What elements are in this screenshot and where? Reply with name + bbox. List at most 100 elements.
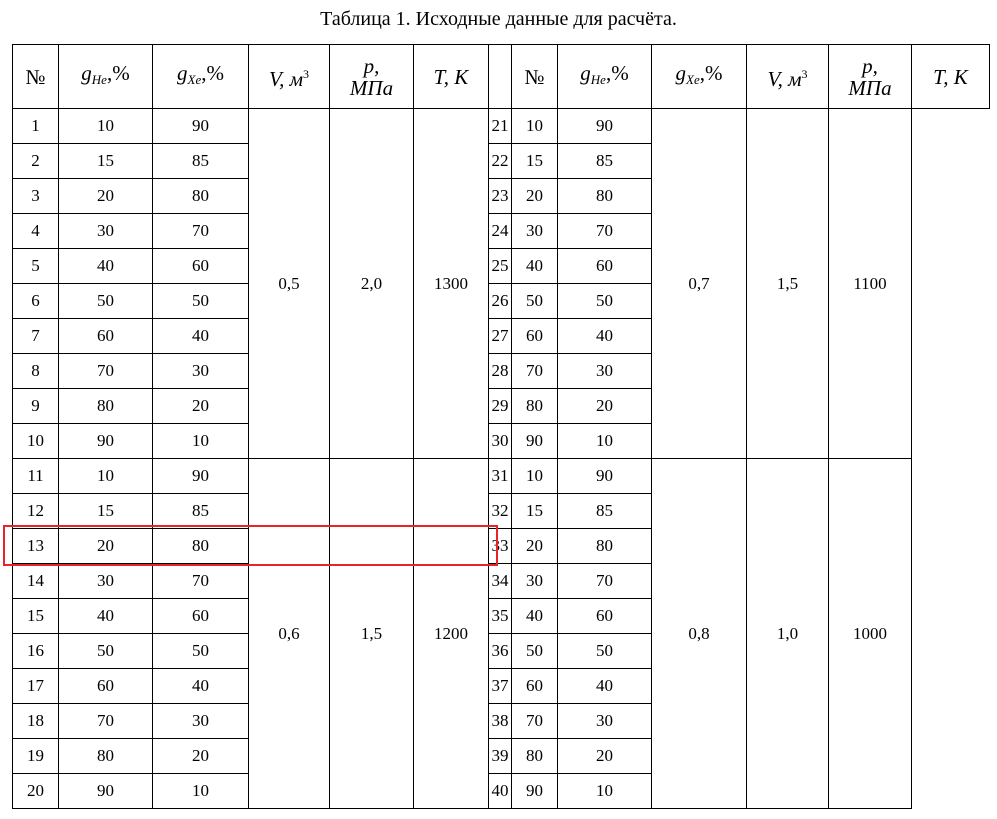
cell-g-he: 40 xyxy=(511,598,558,634)
table-row: 5 40 60 25 40 60 xyxy=(12,248,990,284)
cell-g-xe: 80 xyxy=(557,528,652,564)
cell-g-xe: 90 xyxy=(557,108,652,144)
cell-num: 3 xyxy=(12,178,59,214)
cell-g-he: 70 xyxy=(511,353,558,389)
table-row: 9 80 20 29 80 20 xyxy=(12,388,990,424)
table-row: 16 50 50 36 50 50 xyxy=(12,633,990,669)
cell-g-xe: 80 xyxy=(152,178,249,214)
cell-g-xe: 50 xyxy=(152,633,249,669)
table-row: 17 60 40 37 60 40 xyxy=(12,668,990,704)
cell-num: 19 xyxy=(12,738,59,774)
cell-num: 39 xyxy=(488,738,512,774)
cell-g-xe: 10 xyxy=(152,423,249,459)
cell-pressure: 1,0 xyxy=(746,458,829,809)
cell-num: 1 xyxy=(12,108,59,144)
cell-g-he: 30 xyxy=(58,213,153,249)
header-volume: V, м3 xyxy=(746,44,829,109)
cell-g-he: 90 xyxy=(511,773,558,809)
cell-g-xe: 70 xyxy=(557,213,652,249)
cell-g-he: 30 xyxy=(511,563,558,599)
header-row: № gHe,% gXe,% V, м3 p, МПа T, K № gHe,% gXe,% V, м… xyxy=(12,44,990,109)
cell-g-he: 80 xyxy=(511,738,558,774)
cell-g-he: 10 xyxy=(58,108,153,144)
cell-num: 4 xyxy=(12,213,59,249)
table-row: 19 80 20 39 80 20 xyxy=(12,738,990,774)
cell-g-he: 50 xyxy=(58,283,153,319)
cell-g-xe: 20 xyxy=(557,738,652,774)
cell-volume: 0,6 xyxy=(248,458,330,809)
cell-g-xe: 50 xyxy=(557,633,652,669)
cell-g-xe: 30 xyxy=(152,353,249,389)
cell-num: 8 xyxy=(12,353,59,389)
header-volume: V, м3 xyxy=(248,44,330,109)
cell-g-xe: 60 xyxy=(557,598,652,634)
cell-g-xe: 80 xyxy=(152,528,249,564)
table-row: 7 60 40 27 60 40 xyxy=(12,318,990,354)
table-row: 18 70 30 38 70 30 xyxy=(12,703,990,739)
cell-g-he: 10 xyxy=(511,108,558,144)
cell-g-he: 60 xyxy=(511,318,558,354)
cell-num: 17 xyxy=(12,668,59,704)
cell-g-he: 30 xyxy=(58,563,153,599)
cell-g-he: 50 xyxy=(511,283,558,319)
cell-g-xe: 40 xyxy=(557,318,652,354)
cell-g-xe: 85 xyxy=(152,143,249,179)
cell-num: 14 xyxy=(12,563,59,599)
table-row: 2 15 85 22 15 85 xyxy=(12,143,990,179)
cell-num: 7 xyxy=(12,318,59,354)
cell-g-xe: 60 xyxy=(152,248,249,284)
cell-g-he: 15 xyxy=(511,493,558,529)
cell-num: 6 xyxy=(12,283,59,319)
cell-num: 25 xyxy=(488,248,512,284)
cell-num: 35 xyxy=(488,598,512,634)
table-caption: Таблица 1. Исходные данные для расчёта. xyxy=(320,8,677,30)
cell-num: 40 xyxy=(488,773,512,809)
table-row: 11 10 90 0,6 1,5 1200 31 10 90 0,8 1,0 1000 xyxy=(12,458,990,809)
cell-g-he: 80 xyxy=(511,388,558,424)
table-row: 13 20 80 33 20 80 xyxy=(12,528,990,564)
cell-temperature: 1300 xyxy=(413,108,489,459)
cell-g-he: 40 xyxy=(58,598,153,634)
cell-g-xe: 20 xyxy=(152,738,249,774)
header-g-xe: gXe,% xyxy=(651,44,747,109)
cell-temperature: 1000 xyxy=(828,458,912,809)
cell-g-xe: 85 xyxy=(557,493,652,529)
cell-g-he: 10 xyxy=(511,458,558,494)
cell-num: 10 xyxy=(12,423,59,459)
cell-g-xe: 60 xyxy=(557,248,652,284)
cell-num: 36 xyxy=(488,633,512,669)
cell-g-xe: 30 xyxy=(557,703,652,739)
cell-num: 33 xyxy=(488,528,512,564)
cell-g-he: 80 xyxy=(58,738,153,774)
cell-num: 26 xyxy=(488,283,512,319)
cell-g-he: 70 xyxy=(58,353,153,389)
cell-g-xe: 40 xyxy=(557,668,652,704)
header-g-he: gHe,% xyxy=(58,44,153,109)
cell-g-xe: 50 xyxy=(557,283,652,319)
header-pressure: p, МПа xyxy=(828,44,912,109)
cell-num: 29 xyxy=(488,388,512,424)
cell-g-xe: 20 xyxy=(152,388,249,424)
cell-g-xe: 85 xyxy=(152,493,249,529)
cell-g-xe: 70 xyxy=(152,213,249,249)
header-g-xe: gXe,% xyxy=(152,44,249,109)
cell-g-xe: 85 xyxy=(557,143,652,179)
cell-g-xe: 10 xyxy=(557,773,652,809)
cell-g-he: 20 xyxy=(58,528,153,564)
cell-num: 22 xyxy=(488,143,512,179)
cell-g-he: 20 xyxy=(511,528,558,564)
cell-g-he: 15 xyxy=(58,143,153,179)
cell-g-xe: 70 xyxy=(152,563,249,599)
cell-num: 2 xyxy=(12,143,59,179)
header-pressure: p, МПа xyxy=(329,44,414,109)
header-num: № xyxy=(511,44,558,109)
cell-g-he: 70 xyxy=(58,703,153,739)
cell-pressure: 1,5 xyxy=(329,458,414,809)
cell-num: 23 xyxy=(488,178,512,214)
cell-pressure: 1,5 xyxy=(746,108,829,459)
cell-g-he: 90 xyxy=(58,423,153,459)
header-temperature: T, K xyxy=(911,44,990,109)
cell-g-he: 80 xyxy=(58,388,153,424)
cell-g-xe: 40 xyxy=(152,318,249,354)
cell-g-xe: 80 xyxy=(557,178,652,214)
